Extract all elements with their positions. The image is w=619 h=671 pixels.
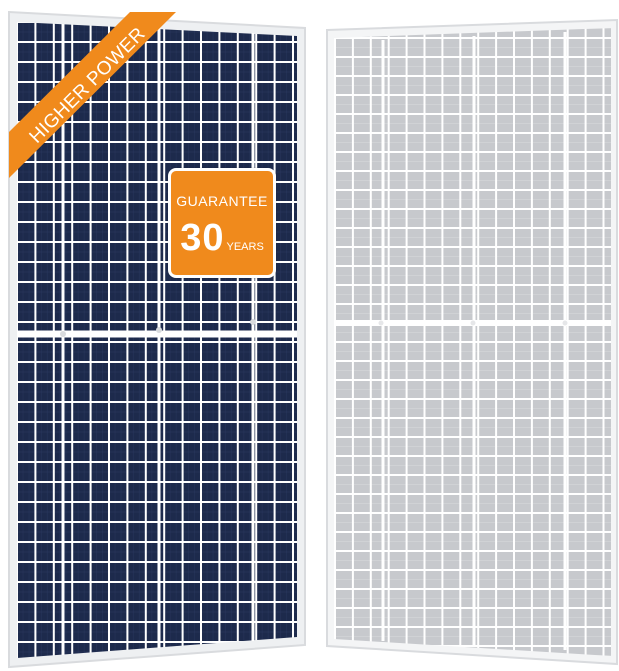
guarantee-badge: GUARANTEE 30 YEARS — [168, 168, 276, 278]
rear-solar-panel — [326, 18, 618, 666]
badge-guarantee-label: GUARANTEE — [176, 193, 268, 209]
badge-unit: YEARS — [226, 241, 264, 253]
ribbon-band — [9, 12, 176, 178]
badge-number: 30 — [180, 217, 225, 259]
badge-years-row: 30 YEARS — [171, 219, 273, 257]
